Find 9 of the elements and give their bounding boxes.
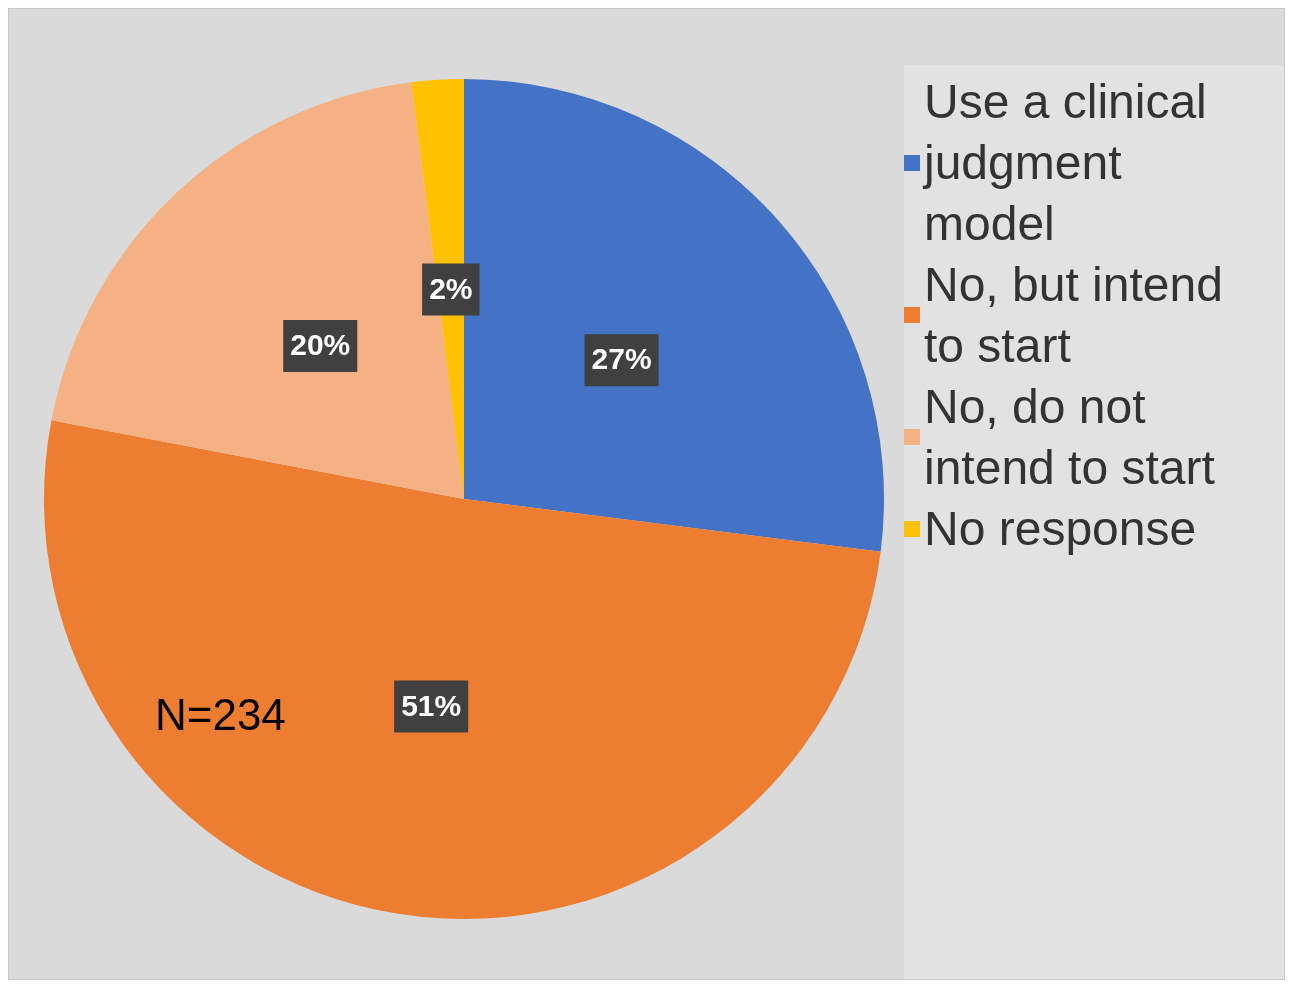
data-label: 27% — [591, 342, 652, 376]
data-label: 20% — [290, 328, 351, 362]
data-label: 51% — [401, 688, 462, 722]
data-label: 2% — [429, 271, 473, 305]
text: N=234 — [154, 689, 286, 739]
legend-label: No, do not intend to start — [924, 379, 1216, 496]
legend-label: Use a clinical judgment model — [924, 74, 1208, 252]
legend-label: No response — [924, 501, 1198, 557]
legend-label: No, but intend to start — [924, 257, 1224, 374]
